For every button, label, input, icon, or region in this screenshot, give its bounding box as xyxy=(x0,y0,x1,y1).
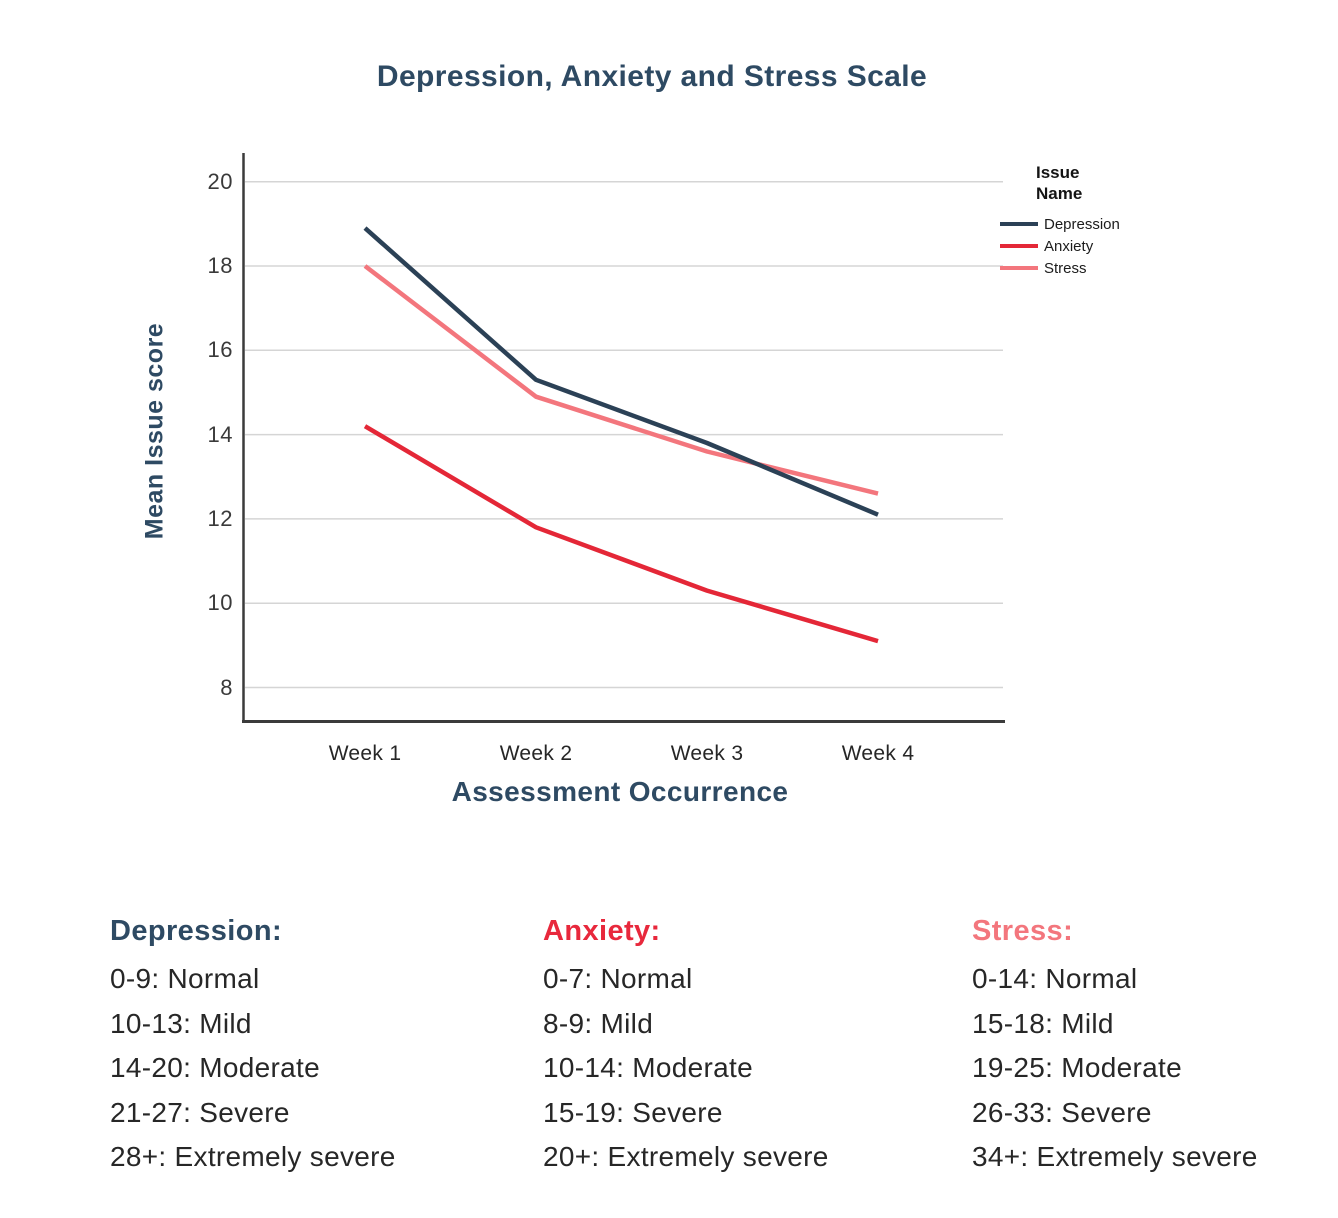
y-tick-label: 12 xyxy=(207,505,233,531)
x-category-label: Week 1 xyxy=(328,742,402,765)
severity-range-item: 10-14: Moderate xyxy=(543,1052,753,1083)
legend-items: Depression Anxiety Stress xyxy=(1000,213,1216,279)
x-category-label: Week 4 xyxy=(841,742,915,765)
severity-column-title: Depression: xyxy=(110,915,282,947)
legend-swatch xyxy=(1000,244,1038,248)
y-tick-label: 16 xyxy=(207,337,233,363)
legend-title: Issue Name xyxy=(1036,163,1083,203)
severity-column-depression: Depression: 0-9: Normal 10-13: Mild 14-20: … xyxy=(110,915,530,1180)
chart-legend: Issue Name Depression Anxiety Stress xyxy=(1000,162,1216,279)
severity-range-item: 8-9: Mild xyxy=(543,1007,654,1039)
series-line-depression xyxy=(363,226,879,517)
series-line-anxiety xyxy=(363,424,879,644)
severity-range-item: 10-13: Mild xyxy=(110,1007,252,1039)
severity-column-title: Stress: xyxy=(972,915,1074,947)
y-axis-title: Mean Issue score xyxy=(140,322,169,540)
y-tick-label: 14 xyxy=(207,421,233,447)
y-tick-label: 10 xyxy=(207,590,233,616)
y-tick-label: 20 xyxy=(207,168,233,194)
severity-range-item: 14-20: Moderate xyxy=(110,1052,320,1083)
severity-range-item: 0-7: Normal xyxy=(543,963,693,994)
line-chart-plot xyxy=(242,153,1005,723)
severity-range-item: 26-33: Severe xyxy=(972,1096,1152,1128)
legend-label: Anxiety xyxy=(1044,237,1094,255)
legend-item-depression: Depression xyxy=(1000,213,1216,235)
severity-range-item: 20+: Extremely severe xyxy=(543,1141,829,1172)
severity-range-item: 21-27: Severe xyxy=(110,1096,290,1128)
severity-range-item: 0-14: Normal xyxy=(972,963,1138,994)
severity-range-item: 0-9: Normal xyxy=(110,963,260,994)
severity-range-item: 34+: Extremely severe xyxy=(972,1141,1258,1172)
x-axis-title: Assessment Occurrence xyxy=(451,776,789,807)
legend-swatch xyxy=(1000,266,1038,270)
severity-range-item: 19-25: Moderate xyxy=(972,1052,1182,1083)
series-line-stress xyxy=(363,264,879,496)
severity-range-item: 28+: Extremely severe xyxy=(110,1141,396,1172)
legend-item-stress: Stress xyxy=(1000,257,1216,279)
legend-label: Stress xyxy=(1044,259,1087,277)
y-tick-label: 18 xyxy=(207,253,233,278)
severity-column-title: Anxiety: xyxy=(543,915,661,947)
severity-column-stress: Stress: 0-14: Normal 15-18: Mild 19-25: Mod… xyxy=(972,915,1338,1180)
y-tick-label: 8 xyxy=(220,674,233,700)
severity-range-item: 15-18: Mild xyxy=(972,1007,1114,1039)
x-category-label: Week 2 xyxy=(499,742,573,765)
legend-label: Depression xyxy=(1044,215,1120,233)
chart-title: Depression, Anxiety and Stress Scale xyxy=(376,60,928,93)
legend-swatch xyxy=(1000,222,1038,226)
severity-range-item: 15-19: Severe xyxy=(543,1096,723,1128)
severity-column-anxiety: Anxiety: 0-7: Normal 8-9: Mild 10-14: Moder… xyxy=(543,915,963,1180)
x-category-label: Week 3 xyxy=(670,742,744,765)
legend-item-anxiety: Anxiety xyxy=(1000,235,1216,257)
